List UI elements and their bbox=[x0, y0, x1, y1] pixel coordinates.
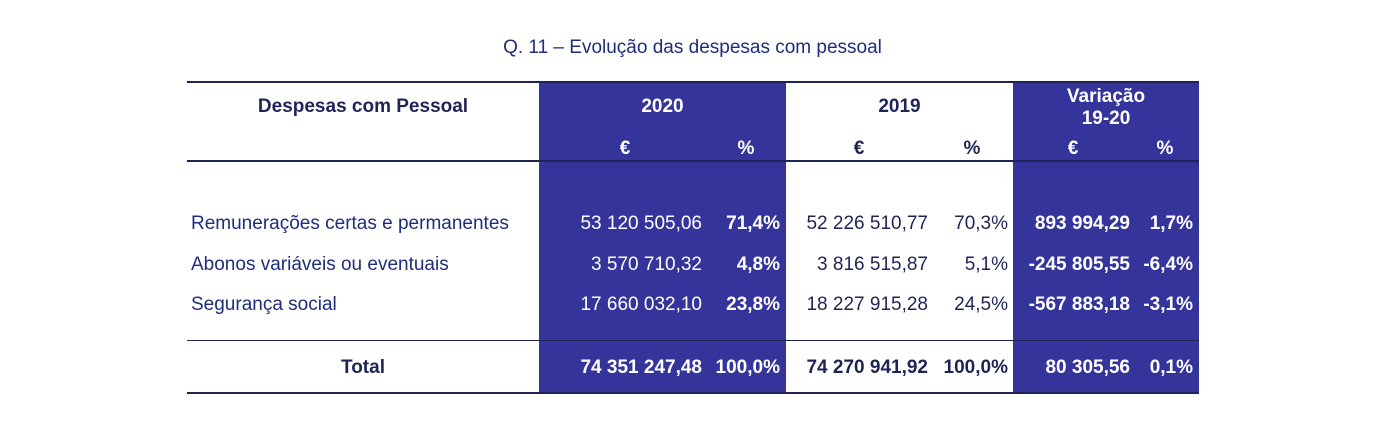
row-value-2020: 17 660 032,10 bbox=[539, 294, 702, 316]
total-value-2019: 74 270 941,92 bbox=[786, 357, 928, 379]
row-value-2020: 53 120 505,06 bbox=[539, 213, 702, 235]
total-percent-2019: 100,0% bbox=[928, 357, 1008, 379]
subheader-euro-2020: € bbox=[610, 138, 640, 160]
subheader-percent-2020: % bbox=[731, 138, 761, 160]
row-percent-2020: 4,8% bbox=[702, 254, 780, 276]
header-variation-line1: Variação bbox=[1013, 86, 1199, 108]
header-variation-line2: 19-20 bbox=[1013, 108, 1199, 130]
top-rule bbox=[187, 81, 1199, 83]
table-title: Q. 11 – Evolução das despesas com pessoa… bbox=[0, 37, 1385, 59]
total-label: Total bbox=[187, 357, 539, 379]
row-label: Abonos variáveis ou eventuais bbox=[191, 254, 449, 276]
bottom-rule bbox=[187, 392, 1199, 394]
row-percent-2019: 24,5% bbox=[928, 294, 1008, 316]
row-value-2019: 3 816 515,87 bbox=[786, 254, 928, 276]
col-2020-background bbox=[539, 82, 786, 393]
total-top-rule bbox=[187, 340, 1199, 341]
subheader-percent-2019: % bbox=[957, 138, 987, 160]
subheader-euro-2019: € bbox=[844, 138, 874, 160]
header-rule bbox=[187, 160, 1199, 162]
row-percent-2019: 5,1% bbox=[928, 254, 1008, 276]
row-variation-percent: 1,7% bbox=[1130, 213, 1193, 235]
total-variation-euro: 80 305,56 bbox=[1013, 357, 1130, 379]
header-row-label: Despesas com Pessoal bbox=[187, 96, 539, 118]
header-year-2020: 2020 bbox=[539, 96, 786, 118]
row-percent-2019: 70,3% bbox=[928, 213, 1008, 235]
header-year-2019: 2019 bbox=[786, 96, 1013, 118]
total-value-2020: 74 351 247,48 bbox=[539, 357, 702, 379]
row-variation-euro: -567 883,18 bbox=[1013, 294, 1130, 316]
row-variation-euro: -245 805,55 bbox=[1013, 254, 1130, 276]
row-value-2020: 3 570 710,32 bbox=[539, 254, 702, 276]
row-variation-percent: -6,4% bbox=[1130, 254, 1193, 276]
row-label: Segurança social bbox=[191, 294, 337, 316]
row-percent-2020: 71,4% bbox=[702, 213, 780, 235]
row-variation-euro: 893 994,29 bbox=[1013, 213, 1130, 235]
total-percent-2020: 100,0% bbox=[702, 357, 780, 379]
row-value-2019: 18 227 915,28 bbox=[786, 294, 928, 316]
row-value-2019: 52 226 510,77 bbox=[786, 213, 928, 235]
row-percent-2020: 23,8% bbox=[702, 294, 780, 316]
subheader-percent-variation: % bbox=[1150, 138, 1180, 160]
total-variation-percent: 0,1% bbox=[1130, 357, 1193, 379]
row-variation-percent: -3,1% bbox=[1130, 294, 1193, 316]
subheader-euro-variation: € bbox=[1058, 138, 1088, 160]
row-label: Remunerações certas e permanentes bbox=[191, 213, 509, 235]
